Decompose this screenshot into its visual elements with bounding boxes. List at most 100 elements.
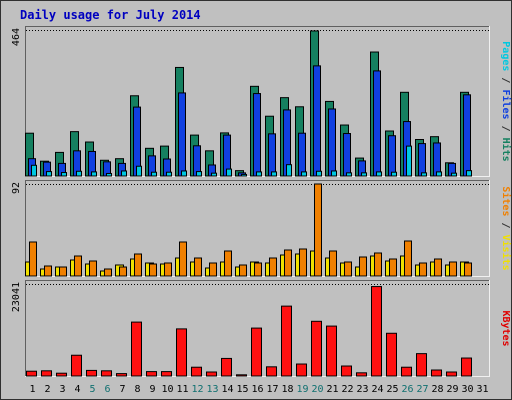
bar-sites bbox=[359, 256, 367, 277]
x-tick-label: 31 bbox=[476, 384, 488, 395]
bar-pages bbox=[91, 171, 97, 177]
series-label-part: Pages bbox=[500, 41, 511, 71]
bar-kbytes bbox=[266, 366, 277, 377]
series-label-part: Sites bbox=[500, 186, 512, 216]
y-axis-max-label: 23041 bbox=[11, 282, 22, 312]
bar-kbytes bbox=[71, 354, 82, 377]
x-tick-label: 30 bbox=[461, 384, 473, 395]
x-tick-label: 20 bbox=[311, 384, 323, 395]
bar-files bbox=[178, 92, 186, 177]
x-tick-label: 7 bbox=[119, 384, 125, 395]
x-tick-label: 4 bbox=[74, 384, 80, 395]
x-tick-label: 22 bbox=[341, 384, 353, 395]
x-tick-label: 24 bbox=[371, 384, 383, 395]
bar-kbytes bbox=[401, 366, 412, 377]
series-label-part: / bbox=[500, 71, 511, 89]
series-label-part: Hits bbox=[500, 138, 512, 162]
bar-kbytes bbox=[116, 373, 127, 377]
bar-sites bbox=[74, 255, 82, 277]
bar-files bbox=[133, 106, 141, 177]
x-tick-label: 21 bbox=[326, 384, 338, 395]
panel-plot-area bbox=[25, 180, 490, 277]
bar-sites bbox=[179, 241, 187, 277]
bar-pages bbox=[256, 171, 262, 177]
chart-title: Daily usage for July 2014 bbox=[20, 8, 201, 22]
panel-kbytes: 23041 KBytes bbox=[11, 280, 511, 377]
bar-kbytes bbox=[206, 371, 217, 377]
bar-sites bbox=[389, 258, 397, 277]
bar-sites bbox=[209, 262, 217, 277]
panel-hits_files_pages: 464 Pages / Files / Hits bbox=[11, 26, 512, 177]
bar-kbytes bbox=[341, 365, 352, 377]
x-tick-label: 28 bbox=[431, 384, 443, 395]
x-tick-label: 25 bbox=[386, 384, 398, 395]
bar-kbytes bbox=[101, 370, 112, 377]
series-label-part: / bbox=[500, 216, 511, 234]
bar-kbytes bbox=[146, 371, 157, 377]
bar-sites bbox=[344, 261, 352, 277]
bar-pages bbox=[436, 171, 442, 177]
bar-files bbox=[388, 135, 396, 177]
bar-sites bbox=[149, 263, 157, 277]
bar-pages bbox=[181, 170, 187, 177]
bar-kbytes bbox=[326, 325, 337, 377]
bar-kbytes bbox=[56, 372, 67, 377]
x-tick-label: 18 bbox=[281, 384, 293, 395]
bar-pages bbox=[241, 173, 247, 177]
bar-pages bbox=[361, 172, 367, 177]
bar-pages bbox=[331, 170, 337, 177]
series-label-part: Files bbox=[500, 89, 512, 119]
bar-pages bbox=[211, 172, 217, 177]
bar-kbytes bbox=[236, 374, 247, 377]
bar-pages bbox=[271, 171, 277, 177]
bar-files bbox=[253, 93, 261, 177]
x-tick-label: 5 bbox=[89, 384, 95, 395]
bar-files bbox=[313, 65, 321, 177]
bar-files bbox=[343, 133, 351, 177]
bar-pages bbox=[76, 170, 82, 177]
bar-sites bbox=[434, 258, 442, 277]
x-tick-label: 3 bbox=[59, 384, 65, 395]
bar-pages bbox=[31, 164, 37, 177]
bar-pages bbox=[421, 172, 427, 177]
bar-sites bbox=[119, 266, 127, 277]
bar-sites bbox=[194, 257, 202, 277]
bar-kbytes bbox=[431, 369, 442, 377]
panel-series-label: Pages / Files / Hits bbox=[500, 41, 512, 161]
x-tick-label: 13 bbox=[206, 384, 218, 395]
bar-files bbox=[433, 142, 441, 177]
bar-pages bbox=[136, 165, 142, 177]
bar-files bbox=[418, 143, 426, 177]
series-label-part: / bbox=[500, 120, 511, 138]
bar-sites bbox=[329, 250, 337, 277]
bar-pages bbox=[121, 170, 127, 177]
x-tick-label: 16 bbox=[251, 384, 263, 395]
bar-pages bbox=[376, 171, 382, 177]
bar-pages bbox=[451, 172, 457, 177]
bar-sites bbox=[239, 264, 247, 277]
bar-sites bbox=[419, 262, 427, 277]
bar-kbytes bbox=[41, 370, 52, 377]
x-tick-label: 11 bbox=[176, 384, 188, 395]
x-tick-label: 10 bbox=[161, 384, 173, 395]
bar-kbytes bbox=[461, 357, 472, 377]
bar-pages bbox=[46, 171, 52, 177]
bar-sites bbox=[224, 250, 232, 277]
bar-sites bbox=[254, 262, 262, 277]
x-tick-label: 6 bbox=[104, 384, 110, 395]
bar-sites bbox=[464, 262, 472, 277]
x-tick-label: 27 bbox=[416, 384, 428, 395]
bar-sites bbox=[164, 262, 172, 277]
bar-sites bbox=[134, 253, 142, 277]
bar-kbytes bbox=[281, 305, 292, 377]
bar-pages bbox=[286, 164, 292, 177]
bar-pages bbox=[316, 170, 322, 177]
bar-pages bbox=[166, 171, 172, 177]
bar-sites bbox=[269, 257, 277, 277]
x-tick-label: 8 bbox=[134, 384, 140, 395]
bar-files bbox=[463, 94, 471, 177]
x-tick-label: 17 bbox=[266, 384, 278, 395]
bar-kbytes bbox=[221, 357, 232, 377]
x-tick-label: 23 bbox=[356, 384, 368, 395]
